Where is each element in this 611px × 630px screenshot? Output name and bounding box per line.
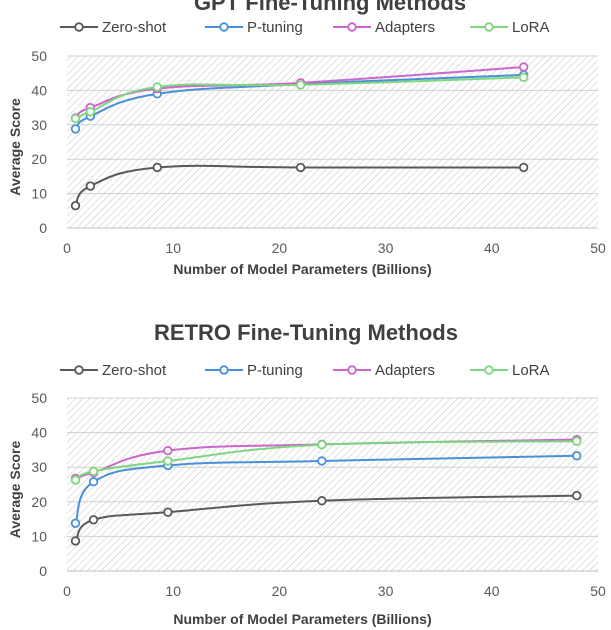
data-point [70,518,81,528]
legend-marker [219,365,229,375]
data-point [88,477,99,487]
legend-label: LoRA [512,362,550,379]
data-point [85,107,96,117]
x-tick-label: 20 [272,583,288,599]
y-tick-label: 50 [31,48,47,64]
legend-marker [347,365,357,375]
x-tick-label: 40 [484,240,500,256]
legend-item: Zero-shot [60,19,167,36]
data-point [317,496,327,506]
legend-label: Zero-shot [102,362,167,379]
legend-marker [219,22,229,32]
data-point [152,82,162,92]
legend-label: P-tuning [247,362,303,379]
y-tick-label: 20 [31,151,47,167]
x-tick-label: 50 [590,583,606,599]
data-point [70,200,81,211]
y-tick-label: 30 [31,117,47,133]
legend-label: LoRA [512,19,550,36]
legend-marker [347,22,357,32]
data-point [317,456,327,466]
data-point [518,62,529,72]
legend-label: Adapters [375,362,435,379]
y-tick-label: 40 [31,425,47,441]
plot-area [67,398,598,571]
y-tick-label: 0 [39,220,47,236]
y-tick-label: 30 [31,459,47,475]
y-tick-label: 20 [31,494,47,510]
y-tick-label: 10 [31,528,47,544]
data-point [70,536,81,546]
data-point [163,456,173,466]
data-point [572,490,582,501]
legend-item: LoRA [470,19,550,36]
legend-item: P-tuning [205,19,303,36]
legend-item: P-tuning [205,362,303,379]
y-axis-title: Average Score [7,441,23,539]
x-tick-label: 0 [63,240,71,256]
data-point [518,72,529,83]
legend-label: Zero-shot [102,19,167,36]
data-point [70,124,81,134]
data-point [70,475,81,485]
data-point [317,440,327,450]
data-point [295,80,306,90]
legend-item: Zero-shot [60,362,167,379]
x-tick-label: 10 [165,240,181,256]
x-axis-title: Number of Model Parameters (Billions) [173,611,431,627]
x-tick-label: 30 [378,240,394,256]
data-point [518,162,529,173]
legend: Zero-shot P-tuning Adapters LoRA [60,19,550,36]
x-tick-label: 0 [63,583,71,599]
y-tick-label: 0 [39,563,47,579]
x-tick-label: 30 [378,583,394,599]
legend-marker [74,22,84,32]
legend-item: Adapters [333,362,435,379]
retro-chart: RETRO Fine-Tuning Methods Zero-shot P-tun… [7,320,606,627]
chart-title: RETRO Fine-Tuning Methods [154,320,458,345]
gpt-chart: GPT Fine-Tuning Methods Zero-shot P-tunin… [7,0,606,277]
y-tick-label: 10 [31,186,47,202]
x-tick-label: 20 [272,240,288,256]
legend-item: Adapters [333,19,435,36]
legend-marker [484,22,494,32]
data-point [295,162,306,173]
data-point [85,181,96,191]
legend-label: P-tuning [247,19,303,36]
data-point [572,436,582,446]
y-axis-title: Average Score [7,98,23,196]
data-point [572,451,582,461]
legend-item: LoRA [470,362,550,379]
legend-marker [484,365,494,375]
x-tick-label: 10 [165,583,181,599]
x-tick-label: 40 [484,583,500,599]
legend-label: Adapters [375,19,435,36]
chart-title: GPT Fine-Tuning Methods [194,0,466,15]
legend-marker [74,365,84,375]
data-point [88,515,99,525]
data-point [88,466,99,477]
x-axis-title: Number of Model Parameters (Billions) [173,261,431,277]
legend: Zero-shot P-tuning Adapters LoRA [60,362,550,379]
data-point [163,445,173,456]
y-tick-label: 40 [31,82,47,98]
data-point [70,113,81,124]
y-tick-label: 50 [31,390,47,406]
data-point [163,507,173,517]
data-point [152,162,162,173]
x-tick-label: 50 [590,240,606,256]
